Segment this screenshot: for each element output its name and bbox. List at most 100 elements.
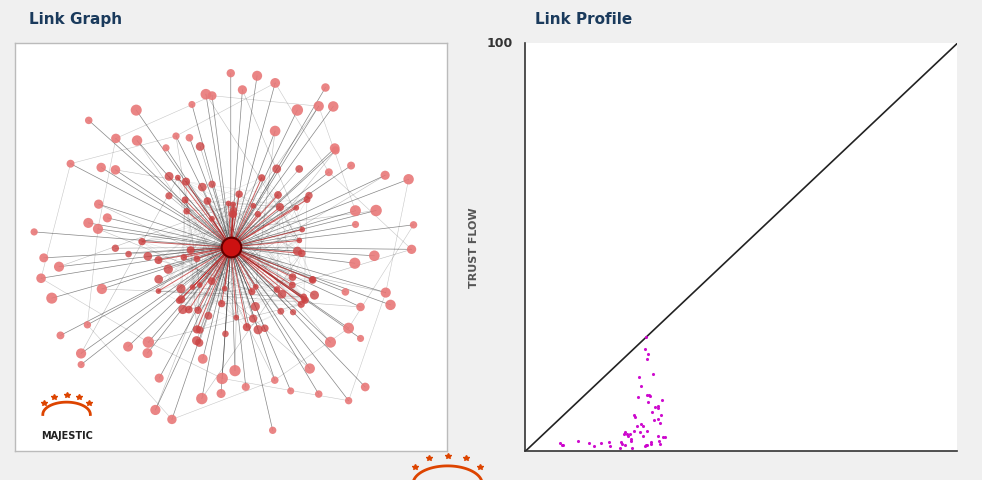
Point xyxy=(296,293,311,301)
Point xyxy=(232,190,247,198)
Point xyxy=(189,325,204,333)
Point xyxy=(292,237,307,244)
Point xyxy=(623,437,638,445)
Point xyxy=(643,438,659,446)
Point xyxy=(304,276,320,283)
Text: Link Profile: Link Profile xyxy=(535,12,632,27)
Point xyxy=(657,433,673,441)
Point xyxy=(53,332,69,339)
Point xyxy=(645,371,661,378)
Point xyxy=(191,281,207,289)
Point xyxy=(631,373,647,381)
Point xyxy=(189,337,204,345)
Point xyxy=(620,430,635,438)
Point xyxy=(366,252,382,260)
Point xyxy=(225,210,241,218)
Point xyxy=(317,84,333,91)
Point xyxy=(81,219,96,227)
Text: MAJESTIC: MAJESTIC xyxy=(40,431,92,441)
Point xyxy=(191,339,207,347)
Point xyxy=(90,200,106,208)
Point xyxy=(269,286,285,293)
Point xyxy=(140,338,156,346)
Point xyxy=(239,324,254,331)
Point xyxy=(274,290,290,298)
Point xyxy=(632,429,648,436)
Point xyxy=(229,314,245,322)
Point xyxy=(226,211,242,218)
Point xyxy=(341,397,356,405)
Point xyxy=(63,160,79,168)
Point xyxy=(178,178,193,185)
Point xyxy=(183,246,198,254)
Point xyxy=(630,394,646,401)
Point xyxy=(639,355,655,363)
Point xyxy=(226,206,242,214)
Point xyxy=(249,72,265,80)
Point xyxy=(246,315,261,323)
Point xyxy=(637,443,653,450)
Point xyxy=(151,276,167,283)
Point xyxy=(300,196,315,204)
Point xyxy=(174,295,190,303)
Point xyxy=(571,437,586,445)
Point xyxy=(204,277,220,285)
Point xyxy=(553,439,569,446)
Point xyxy=(90,225,106,233)
Point xyxy=(214,374,230,382)
Point xyxy=(213,390,229,397)
Point xyxy=(235,86,250,94)
Point xyxy=(295,226,310,233)
Point xyxy=(641,392,657,399)
Point xyxy=(368,207,384,215)
Point xyxy=(321,168,337,176)
Point xyxy=(182,134,197,142)
Point xyxy=(246,202,261,210)
Point xyxy=(555,441,571,449)
Point xyxy=(554,441,570,449)
Point xyxy=(150,256,166,264)
Point xyxy=(184,101,199,108)
Point xyxy=(301,192,317,199)
Point xyxy=(170,174,186,181)
Point xyxy=(164,416,180,423)
Point xyxy=(383,301,399,309)
Point xyxy=(129,106,144,114)
Point xyxy=(297,296,312,303)
Point xyxy=(627,428,642,435)
Point xyxy=(294,250,309,257)
Point xyxy=(624,444,639,452)
Point xyxy=(327,144,343,152)
Point xyxy=(285,308,300,316)
Point xyxy=(204,215,220,223)
Point xyxy=(311,102,327,110)
Point xyxy=(81,117,96,124)
Point xyxy=(130,137,145,144)
Point xyxy=(348,207,363,215)
Point xyxy=(265,426,281,434)
Point xyxy=(269,165,285,173)
Point xyxy=(617,428,632,436)
Point xyxy=(177,196,192,204)
Point xyxy=(74,349,89,357)
Point xyxy=(223,243,239,251)
Point xyxy=(238,383,253,391)
Point xyxy=(94,285,110,293)
Point xyxy=(378,289,394,297)
Point xyxy=(121,250,136,258)
Point xyxy=(617,442,632,449)
Point xyxy=(635,422,651,430)
Point xyxy=(612,444,627,452)
Point xyxy=(646,417,662,424)
Point xyxy=(353,335,368,342)
Point xyxy=(120,343,136,350)
Point xyxy=(139,349,155,357)
Point xyxy=(637,345,653,352)
Point xyxy=(181,306,196,313)
Point xyxy=(194,395,210,402)
Point xyxy=(347,259,362,267)
Point xyxy=(161,192,177,200)
Point xyxy=(650,403,666,410)
Point xyxy=(267,127,283,135)
Point xyxy=(33,275,49,282)
